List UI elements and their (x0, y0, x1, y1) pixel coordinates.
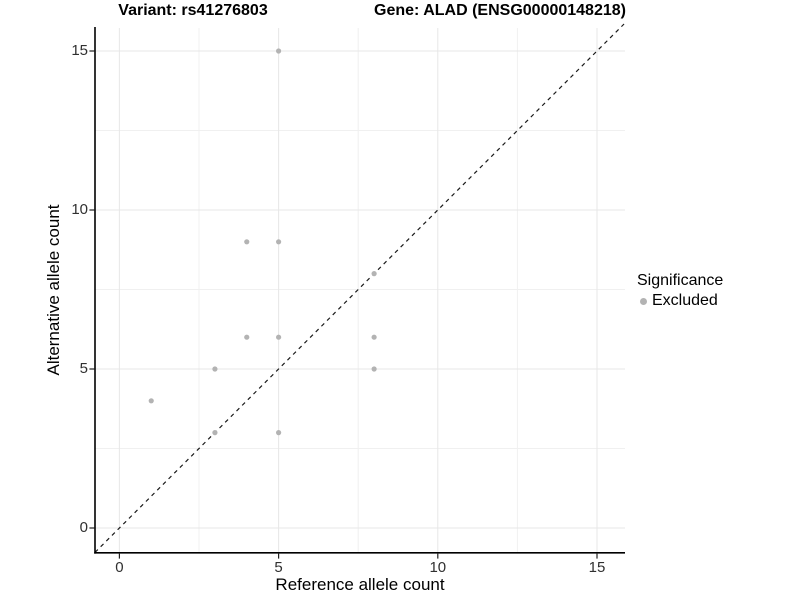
y-tick-label: 15 (71, 42, 88, 59)
x-tick-label: 5 (274, 559, 283, 576)
scatter-point (244, 239, 250, 245)
plot-title-gene: Gene: ALAD (ENSG00000148218) (374, 2, 626, 19)
y-tick-label: 0 (79, 519, 88, 536)
scatter-point (212, 430, 218, 436)
scatter-point (371, 334, 377, 340)
scatter-point (276, 239, 282, 245)
scatter-point (244, 334, 250, 340)
x-tick-label: 10 (429, 559, 447, 576)
scatter-point (276, 334, 282, 340)
scatter-point (148, 398, 154, 404)
scatter-point (276, 430, 282, 436)
legend: Significance Excluded (637, 272, 723, 310)
plot-title-variant: Variant: rs41276803 (118, 2, 268, 19)
scatter-point (371, 366, 377, 372)
identity-line (94, 23, 625, 553)
scatter-point (276, 48, 282, 54)
legend-item-label: Excluded (652, 292, 718, 309)
x-tick-label: 0 (115, 559, 124, 576)
y-tick-label: 10 (71, 201, 88, 218)
legend-title: Significance (637, 272, 724, 289)
y-tick-label: 5 (79, 360, 88, 377)
y-axis-title: Alternative allele count (44, 204, 63, 376)
scatter-point (212, 366, 218, 372)
scatter-point (371, 271, 377, 277)
excluded-point-icon (640, 297, 647, 305)
x-tick-label: 15 (588, 559, 606, 576)
x-axis-title: Reference allele count (275, 575, 445, 594)
legend-item-excluded: Excluded (637, 292, 723, 310)
